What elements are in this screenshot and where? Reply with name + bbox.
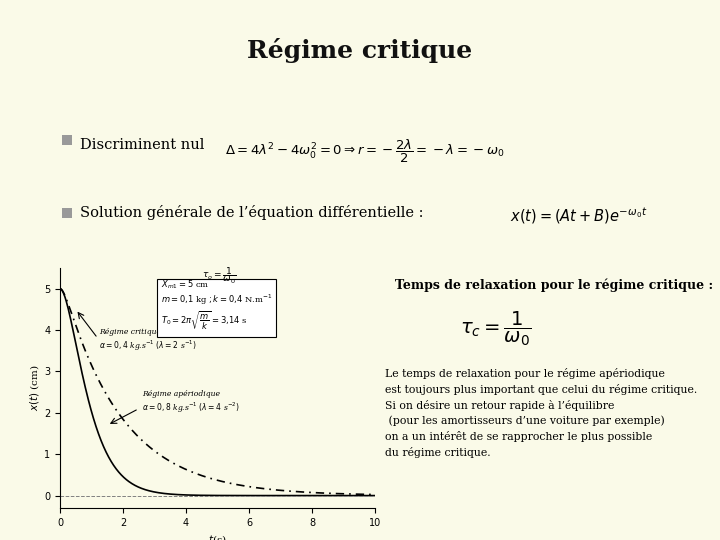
Text: $\Delta = 4\lambda^2 - 4\omega_0^2 = 0 \Rightarrow r = -\dfrac{2\lambda}{2} = -\: $\Delta = 4\lambda^2 - 4\omega_0^2 = 0 \…: [225, 138, 505, 165]
Y-axis label: $x(t)$ (cm): $x(t)$ (cm): [28, 364, 41, 411]
Text: Temps de relaxation pour le régime critique :: Temps de relaxation pour le régime criti…: [395, 278, 713, 292]
Text: Le temps de relaxation pour le régime apériodique
est toujours plus important qu: Le temps de relaxation pour le régime ap…: [385, 368, 697, 458]
Bar: [62, 208, 72, 218]
Text: $\tau_c = \dfrac{1}{\omega_0}$: $\tau_c = \dfrac{1}{\omega_0}$: [460, 310, 531, 348]
Text: Solution générale de l’équation différentielle :: Solution générale de l’équation différen…: [80, 205, 423, 220]
Text: $X_{m1} = 5$ cm
$m = 0{,}1$ kg $; k = 0{,}4$ N.m$^{-1}$
$T_0 = 2\pi\sqrt{\dfrac{: $X_{m1} = 5$ cm $m = 0{,}1$ kg $; k = 0{…: [161, 278, 272, 332]
Bar: [62, 135, 72, 145]
Text: $x\left(t\right)=\left(At+B\right)e^{-\omega_0 t}$: $x\left(t\right)=\left(At+B\right)e^{-\o…: [510, 205, 647, 226]
X-axis label: $t$(s): $t$(s): [208, 534, 227, 540]
Text: Régime apériodique
$\alpha = 0,8$ kg.s$^{-1}$ $(\lambda = 4$ s$^{-2})$: Régime apériodique $\alpha = 0,8$ kg.s$^…: [142, 390, 239, 415]
Text: $\tau_o = \dfrac{1}{\omega_0}$: $\tau_o = \dfrac{1}{\omega_0}$: [202, 266, 236, 286]
Text: Régime critique: Régime critique: [248, 38, 472, 63]
Text: Régime critique
$\alpha = 0,4$ kg.s$^{-1}$ $(\lambda = 2$ s$^{-1})$: Régime critique $\alpha = 0,4$ kg.s$^{-1…: [99, 328, 197, 353]
Text: Discriminent nul: Discriminent nul: [80, 138, 204, 152]
